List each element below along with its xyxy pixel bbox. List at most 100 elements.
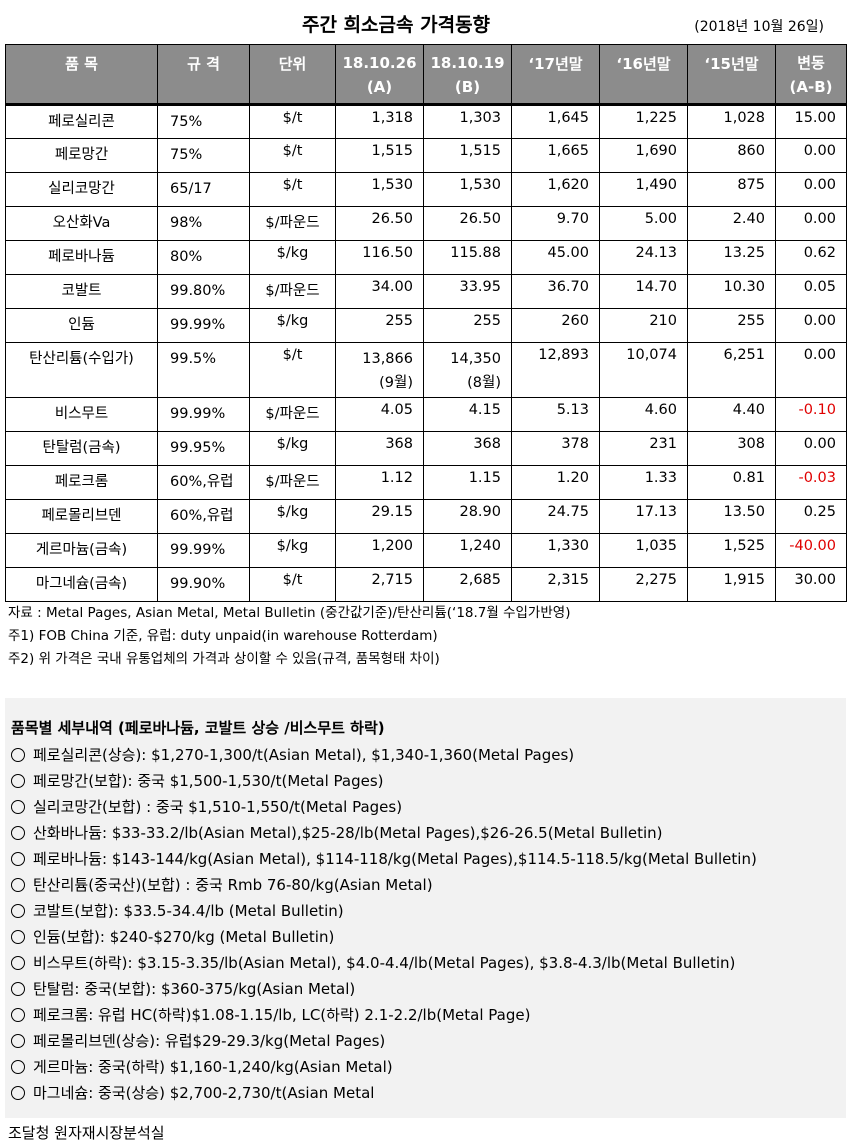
- spec-cell: 80%: [157, 240, 250, 275]
- price-2016-cell: 10,074: [599, 342, 688, 398]
- price-a-cell: 13,866 (9월): [335, 342, 424, 398]
- change-cell: 0.00: [775, 431, 847, 466]
- detail-item: 비스무트(하락): $3.15-3.35/lb(Asian Metal), $4…: [11, 950, 846, 976]
- price-2016-cell: 4.60: [599, 397, 688, 432]
- detail-item: 인듐(보합): $240-$270/kg (Metal Bulletin): [11, 924, 846, 950]
- unit-cell: $/t: [249, 172, 336, 207]
- change-cell: 0.25: [775, 499, 847, 534]
- table-row: 탄탈럼(금속) 99.95% $/kg 368 368 378 231 308 0.00: [5, 431, 847, 466]
- item-name-cell: 탄탈럼(금속): [5, 431, 158, 466]
- price-2015-cell: 2.40: [687, 206, 776, 241]
- circle-bullet-icon: [11, 826, 25, 840]
- table-row: 오산화Va 98% $/파운드 26.50 26.50 9.70 5.00 2.40 0.00: [5, 206, 847, 241]
- price-2017-cell: 36.70: [511, 274, 600, 309]
- detail-text: 산화바나듐: $33-33.2/lb(Asian Metal),$25-28/l…: [33, 824, 663, 842]
- change-cell: 15.00: [775, 104, 847, 139]
- change-cell: 0.00: [775, 206, 847, 241]
- change-cell: 0.62: [775, 240, 847, 275]
- source-notes: 자료 : Metal Pages, Asian Metal, Metal Bul…: [8, 602, 570, 671]
- table-row: 페로실리콘 75% $/t 1,318 1,303 1,645 1,225 1,028 15.0…: [5, 104, 847, 139]
- unit-cell: $/kg: [249, 240, 336, 275]
- item-name-cell: 게르마늄(금속): [5, 533, 158, 568]
- price-2017-cell: 378: [511, 431, 600, 466]
- price-b-cell: 115.88: [423, 240, 512, 275]
- detail-item: 게르마늄: 중국(하락) $1,160-1,240/kg(Asian Metal…: [11, 1054, 846, 1080]
- price-a-cell: 2,715: [335, 567, 424, 602]
- item-name-cell: 페로실리콘: [5, 104, 158, 139]
- detail-text: 페로크롬: 유럽 HC(하락)$1.08-1.15/lb, LC(하락) 2.1…: [33, 1006, 531, 1024]
- detail-item: 실리코망간(보합) : 중국 $1,510-1,550/t(Metal Page…: [11, 794, 846, 820]
- detail-item: 코발트(보합): $33.5-34.4/lb (Metal Bulletin): [11, 898, 846, 924]
- detail-text: 인듐(보합): $240-$270/kg (Metal Bulletin): [33, 928, 335, 946]
- spec-cell: 75%: [157, 138, 250, 173]
- spec-cell: 98%: [157, 206, 250, 241]
- table-row: 마그네슘(금속) 99.90% $/t 2,715 2,685 2,315 2,275 1,9…: [5, 567, 847, 602]
- detail-item: 탄산리튬(중국산)(보합) : 중국 Rmb 76-80/kg(Asian Me…: [11, 872, 846, 898]
- circle-bullet-icon: [11, 774, 25, 788]
- unit-cell: $/t: [249, 104, 336, 139]
- spec-cell: 60%,유럽: [157, 499, 250, 534]
- price-b-cell: 1.15: [423, 465, 512, 500]
- spec-cell: 99.99%: [157, 533, 250, 568]
- price-2017-cell: 2,315: [511, 567, 600, 602]
- page-title: 주간 희소금속 가격동향: [302, 14, 491, 36]
- table-row: 게르마늄(금속) 99.99% $/kg 1,200 1,240 1,330 1,035 1,…: [5, 533, 847, 568]
- col-header-2015: ‘15년말: [687, 44, 776, 106]
- spec-cell: 99.99%: [157, 397, 250, 432]
- spec-cell: 99.5%: [157, 342, 250, 398]
- item-name-cell: 마그네슘(금속): [5, 567, 158, 602]
- price-2017-cell: 45.00: [511, 240, 600, 275]
- item-name-cell: 페로크롬: [5, 465, 158, 500]
- detail-item: 페로실리콘(상승): $1,270-1,300/t(Asian Metal), …: [11, 742, 846, 768]
- price-a-cell: 34.00: [335, 274, 424, 309]
- price-2015-cell: 4.40: [687, 397, 776, 432]
- detail-text: 마그네슘: 중국(상승) $2,700-2,730/t(Asian Metal: [33, 1084, 375, 1102]
- note-source: 자료 : Metal Pages, Asian Metal, Metal Bul…: [8, 605, 571, 621]
- detail-text: 탄탈럼: 중국(보합): $360-375/kg(Asian Metal): [33, 980, 356, 998]
- unit-cell: $/t: [249, 567, 336, 602]
- price-a-cell: 1,200: [335, 533, 424, 568]
- detail-section: 품목별 세부내역 (페로바나듐, 코발트 상승 /비스무트 하락) 페로실리콘(…: [5, 698, 846, 1118]
- price-2015-cell: 0.81: [687, 465, 776, 500]
- price-b-cell: 4.15: [423, 397, 512, 432]
- unit-cell: $/파운드: [249, 465, 336, 500]
- item-name-cell: 페로망간: [5, 138, 158, 173]
- price-2015-cell: 308: [687, 431, 776, 466]
- table-row: 페로망간 75% $/t 1,515 1,515 1,665 1,690 860 0.00: [5, 138, 847, 173]
- price-2016-cell: 1,225: [599, 104, 688, 139]
- circle-bullet-icon: [11, 748, 25, 762]
- price-2015-cell: 1,915: [687, 567, 776, 602]
- unit-cell: $/파운드: [249, 397, 336, 432]
- price-b-cell: 1,240: [423, 533, 512, 568]
- price-2017-cell: 24.75: [511, 499, 600, 534]
- circle-bullet-icon: [11, 878, 25, 892]
- spec-cell: 99.99%: [157, 308, 250, 343]
- price-2017-cell: 5.13: [511, 397, 600, 432]
- price-2015-cell: 13.25: [687, 240, 776, 275]
- price-a-cell: 4.05: [335, 397, 424, 432]
- price-2016-cell: 1,690: [599, 138, 688, 173]
- price-2016-cell: 14.70: [599, 274, 688, 309]
- detail-item: 페로바나듐: $143-144/kg(Asian Metal), $114-11…: [11, 846, 846, 872]
- price-a-cell: 1,318: [335, 104, 424, 139]
- price-b-cell: 33.95: [423, 274, 512, 309]
- unit-cell: $/kg: [249, 499, 336, 534]
- price-2015-cell: 10.30: [687, 274, 776, 309]
- price-b-cell: 1,303: [423, 104, 512, 139]
- detail-text: 게르마늄: 중국(하락) $1,160-1,240/kg(Asian Metal…: [33, 1058, 393, 1076]
- col-header-spec: 규 격: [157, 44, 250, 106]
- circle-bullet-icon: [11, 1086, 25, 1100]
- table-row: 탄산리튬(수입가) 99.5% $/t 13,866 (9월) 14,350 (8월) 12,…: [5, 342, 847, 398]
- item-name-cell: 페로몰리브덴: [5, 499, 158, 534]
- title-row: 주간 희소금속 가격동향 (2018년 10월 26일): [0, 8, 854, 40]
- report-date: (2018년 10월 26일): [694, 19, 824, 35]
- price-2017-cell: 1,620: [511, 172, 600, 207]
- month-note: (9월): [379, 375, 413, 391]
- price-b-cell: 26.50: [423, 206, 512, 241]
- change-cell: -0.10: [775, 397, 847, 432]
- detail-item: 탄탈럼: 중국(보합): $360-375/kg(Asian Metal): [11, 976, 846, 1002]
- col-header-item: 품 목: [5, 44, 158, 106]
- price-a-cell: 368: [335, 431, 424, 466]
- unit-cell: $/t: [249, 138, 336, 173]
- price-2016-cell: 231: [599, 431, 688, 466]
